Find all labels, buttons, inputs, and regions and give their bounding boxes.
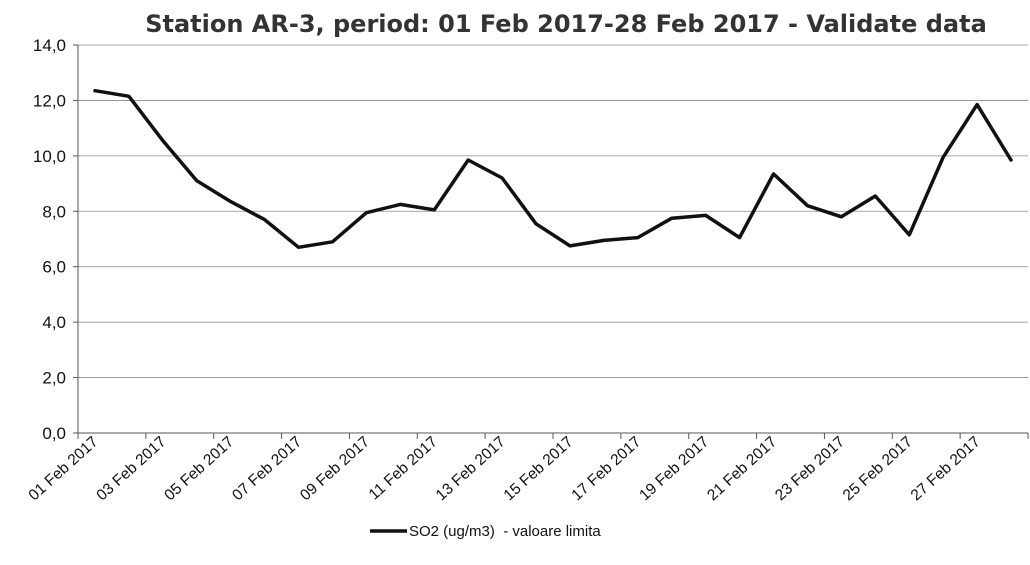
x-tick-label: 05 Feb 2017: [161, 433, 237, 504]
x-tick-label: 11 Feb 2017: [366, 433, 441, 503]
series-line: [93, 88, 1013, 250]
x-tick-label: 25 Feb 2017: [840, 433, 916, 504]
axes: [77, 45, 1028, 434]
grid-lines: [78, 44, 1028, 378]
y-tick-label: 6,0: [42, 258, 66, 277]
y-tick-label: 14,0: [33, 36, 66, 55]
legend: SO2 (ug/m3) - valoare limita: [370, 523, 601, 540]
legend-label: SO2 (ug/m3) - valoare limita: [409, 523, 601, 540]
x-tick-label: 23 Feb 2017: [772, 433, 848, 504]
y-tick-label: 8,0: [42, 202, 66, 221]
x-tick-label: 15 Feb 2017: [501, 433, 577, 504]
x-tick-label: 19 Feb 2017: [636, 433, 712, 504]
x-tick-label: 13 Feb 2017: [433, 433, 509, 504]
series-layer: [93, 88, 1013, 250]
x-tick-label: 17 Feb 2017: [568, 433, 644, 504]
x-tick-label: 07 Feb 2017: [229, 433, 305, 504]
y-tick-label: 2,0: [42, 369, 66, 388]
chart-title: Station AR-3, period: 01 Feb 2017-28 Feb…: [145, 10, 987, 38]
y-axis-ticks: 0,0 2,0 4,0 6,0 8,0 10,0 12,0 14,0: [33, 36, 78, 443]
y-tick-label: 10,0: [33, 147, 66, 166]
x-tick-label: 01 Feb 2017: [26, 433, 102, 504]
y-tick-label: 12,0: [33, 91, 66, 110]
x-tick-label: 27 Feb 2017: [908, 433, 984, 504]
x-tick-label: 21 Feb 2017: [704, 433, 780, 504]
y-tick-label: 4,0: [42, 313, 66, 332]
x-tick-label: 09 Feb 2017: [297, 433, 373, 504]
y-tick-label: 0,0: [42, 424, 66, 443]
x-tick-label: 03 Feb 2017: [93, 433, 169, 504]
